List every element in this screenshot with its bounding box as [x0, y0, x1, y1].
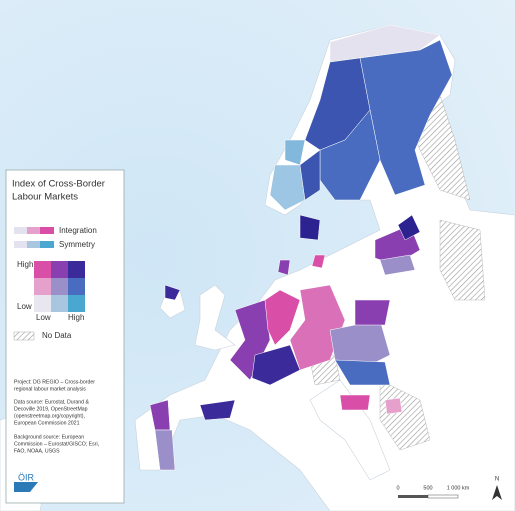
index-regions — [149, 24, 453, 471]
note-line: Commission – Eurostat/GISCO; Esri, — [14, 441, 99, 447]
scale-label: 1 000 km — [447, 485, 470, 491]
logo: ÖIR — [14, 472, 38, 492]
note-line: Data source: Eurostat, Durand & — [14, 399, 90, 405]
north-label: N — [495, 477, 499, 483]
bivariate-matrix — [34, 261, 85, 312]
scale-label: 0 — [396, 485, 399, 491]
symmetry-label: Symmetry — [59, 240, 95, 249]
note-line: FAO, NOAA, USGS — [14, 448, 60, 454]
axis-label: Low — [36, 313, 51, 322]
scale-label: 500 — [423, 485, 432, 491]
integration-ramp — [14, 227, 54, 234]
note-line: Decoville 2019, OpenStreetMap — [14, 406, 88, 412]
note-line: (openstreetmap.org/copyright), — [14, 413, 85, 419]
no-data-areas — [309, 94, 486, 451]
north-arrow — [492, 485, 502, 500]
axis-label: High — [68, 313, 84, 322]
legend-title: Index of Cross-Border — [12, 179, 105, 190]
legend-title: Labour Markets — [12, 192, 78, 203]
note-line: Background source: European — [14, 434, 84, 440]
integration-label: Integration — [59, 226, 97, 235]
note-line: regional labour market analysis — [14, 386, 86, 392]
no-data-swatch — [13, 331, 35, 341]
axis-label: Low — [17, 302, 32, 311]
note-line: Project: DG REGIO – Cross-border — [14, 379, 95, 385]
axis-label: High — [17, 260, 33, 269]
notes: Project: DG REGIO – Cross-border regiona… — [14, 379, 99, 454]
scale-bar — [398, 494, 459, 499]
no-data-label: No Data — [42, 331, 72, 340]
symmetry-ramp — [14, 241, 54, 248]
logo-text: ÖIR — [18, 472, 35, 482]
note-line: European Commission 2021 — [14, 420, 80, 426]
